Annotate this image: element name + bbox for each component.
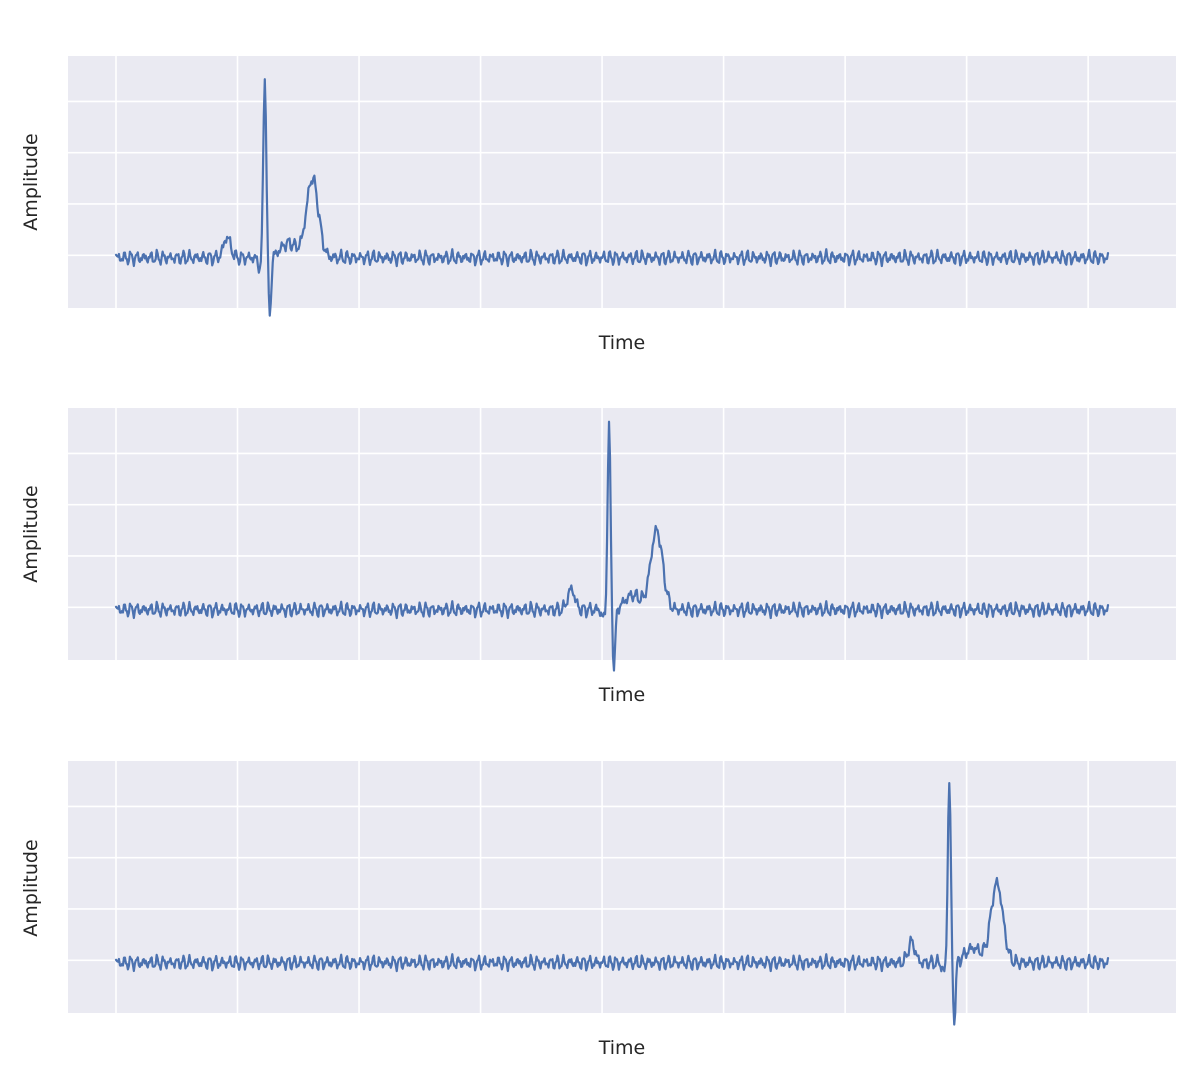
chart-panel-2 [68, 408, 1176, 672]
y-axis-label-3: Amplitude [20, 839, 42, 936]
gridlines-2 [68, 408, 1176, 660]
y-axis-label-2: Amplitude [20, 485, 42, 582]
x-axis-label-2: Time [598, 684, 646, 706]
plot-area-3 [68, 761, 1176, 1013]
plot-area-1 [68, 56, 1176, 308]
y-axis-label-1: Amplitude [20, 133, 42, 230]
chart-panel-3 [68, 761, 1176, 1026]
x-axis-label-1: Time [598, 332, 646, 354]
signal-line-2 [114, 420, 1110, 672]
x-axis-label-3: Time [598, 1037, 646, 1059]
signal-line-3 [114, 781, 1110, 1026]
signal-line-1 [114, 78, 1110, 317]
plot-area-2 [68, 408, 1176, 660]
chart-panel-1 [68, 56, 1176, 317]
